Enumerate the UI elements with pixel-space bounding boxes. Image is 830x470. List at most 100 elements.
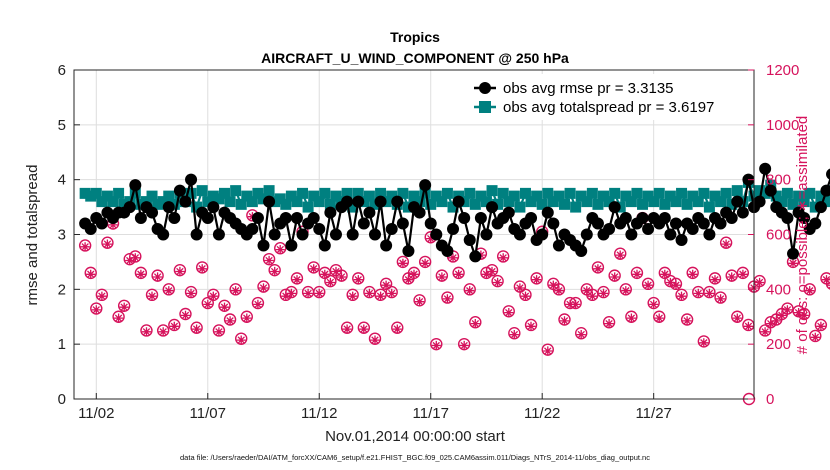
rmse-series-point <box>185 173 198 186</box>
assimilated-obs-point <box>771 316 781 326</box>
assimilated-obs-point <box>219 302 230 312</box>
spread-series-point <box>620 190 632 202</box>
assimilated-obs-point <box>314 288 324 298</box>
x-tick-label: 11/02 <box>78 405 114 422</box>
spread-series-point <box>202 196 214 208</box>
spread-series-point <box>787 198 799 210</box>
assimilated-obs-point <box>364 288 374 298</box>
x-axis-label: Nov.01,2014 00:00:00 start <box>325 428 506 445</box>
assimilated-obs-point <box>136 269 146 279</box>
rmse-series-point <box>129 179 142 192</box>
spread-series-point <box>659 198 671 210</box>
assimilated-obs-point <box>604 319 614 329</box>
rmse-series-point <box>318 239 331 252</box>
assimilated-obs-point <box>816 321 826 331</box>
rmse-series-point <box>664 228 677 241</box>
rmse-series-point <box>580 228 593 241</box>
legend-rmse-label: obs avg rmse pr = 3.3135 <box>503 80 674 97</box>
rmse-series-point <box>424 217 437 230</box>
spread-series-point <box>664 190 676 202</box>
assimilated-obs-point <box>743 321 753 331</box>
spread-series-point <box>308 190 320 202</box>
assimilated-obs-point <box>102 239 112 249</box>
spread-series-point <box>575 190 587 202</box>
spread-series-point <box>653 187 665 199</box>
spread-series-point <box>486 185 498 197</box>
y-tick-label: 4 <box>58 172 66 189</box>
y-tick-label: 1 <box>58 336 66 353</box>
assimilated-obs-point <box>515 283 525 293</box>
spread-series-point <box>135 198 147 210</box>
rmse-series-point <box>697 217 710 230</box>
rmse-series-point <box>346 228 359 241</box>
spread-series-point <box>698 187 710 199</box>
assimilated-obs-point <box>214 327 224 337</box>
y-tick-label: 3 <box>58 227 66 244</box>
rmse-series-point <box>625 228 638 241</box>
spread-series-point <box>441 187 453 199</box>
assimilated-obs-point <box>231 286 241 296</box>
legend: obs avg rmse pr = 3.3135 obs avg totalsp… <box>455 74 751 120</box>
legend-box <box>455 74 751 120</box>
spread-series-point <box>419 187 431 199</box>
assimilated-obs-point <box>643 280 653 290</box>
assimilated-obs-point <box>526 321 536 331</box>
assimilated-obs-point <box>225 316 235 326</box>
assimilated-obs-point <box>108 220 118 230</box>
spread-series-point <box>113 187 125 199</box>
spread-series-point <box>230 185 242 197</box>
assimilated-obs-point <box>810 332 820 342</box>
spread-series-point <box>341 187 353 199</box>
assimilated-obs-point <box>275 245 285 255</box>
spread-series-point <box>386 190 398 202</box>
assimilated-obs-point <box>325 277 335 288</box>
assimilated-obs-point <box>119 302 129 312</box>
spread-series-point <box>252 187 264 199</box>
spread-series-point <box>297 187 309 199</box>
assimilated-obs-point <box>481 269 492 279</box>
assimilated-obs-point <box>336 272 347 282</box>
assimilated-obs-point <box>286 288 296 298</box>
spread-series-point <box>793 190 805 202</box>
assimilated-obs-point <box>777 310 787 320</box>
spread-series-point <box>709 190 721 202</box>
spread-series-point <box>681 198 693 210</box>
spread-series-point <box>363 190 375 202</box>
rmse-series-point <box>603 223 616 236</box>
assimilated-obs-point <box>676 291 687 301</box>
assimilated-obs-point <box>699 338 709 348</box>
rmse-series-point <box>463 233 476 246</box>
assimilated-obs-point <box>415 297 425 307</box>
rmse-series-point <box>642 223 655 236</box>
y2-tick-label: 600 <box>766 227 791 244</box>
spread-series-point <box>519 187 531 199</box>
spread-series-point <box>781 187 793 199</box>
rmse-series-point <box>157 228 170 241</box>
rmse-series-point <box>201 212 214 225</box>
assimilated-obs-point <box>459 340 469 351</box>
spread-series-point <box>558 198 570 210</box>
spread-series-point <box>313 196 325 208</box>
assimilated-obs-point <box>576 330 586 340</box>
spread-series-point <box>280 198 292 210</box>
spread-series-point <box>430 190 442 202</box>
y2-tick-label: 400 <box>766 281 791 298</box>
assimilated-obs-point <box>409 269 419 279</box>
rmse-series-point <box>402 244 415 257</box>
spread-series-point <box>497 187 509 199</box>
assimilated-obs-point <box>688 269 698 279</box>
spread-series-point <box>79 187 91 199</box>
assimilated-obs-point <box>755 277 765 288</box>
assimilated-obs-point <box>208 291 218 301</box>
rmse-series-point <box>809 217 822 230</box>
y-tick-label: 0 <box>58 391 66 408</box>
assimilated-obs-point <box>559 316 570 326</box>
spread-series-point <box>85 190 97 202</box>
y-tick-label: 2 <box>58 281 66 298</box>
spread-series-point <box>291 196 303 208</box>
spread-series-point <box>815 190 827 202</box>
spread-series-point <box>820 196 830 208</box>
rmse-series-point <box>731 195 744 208</box>
assimilated-obs-point <box>660 269 670 279</box>
assimilated-obs-point <box>292 275 302 285</box>
